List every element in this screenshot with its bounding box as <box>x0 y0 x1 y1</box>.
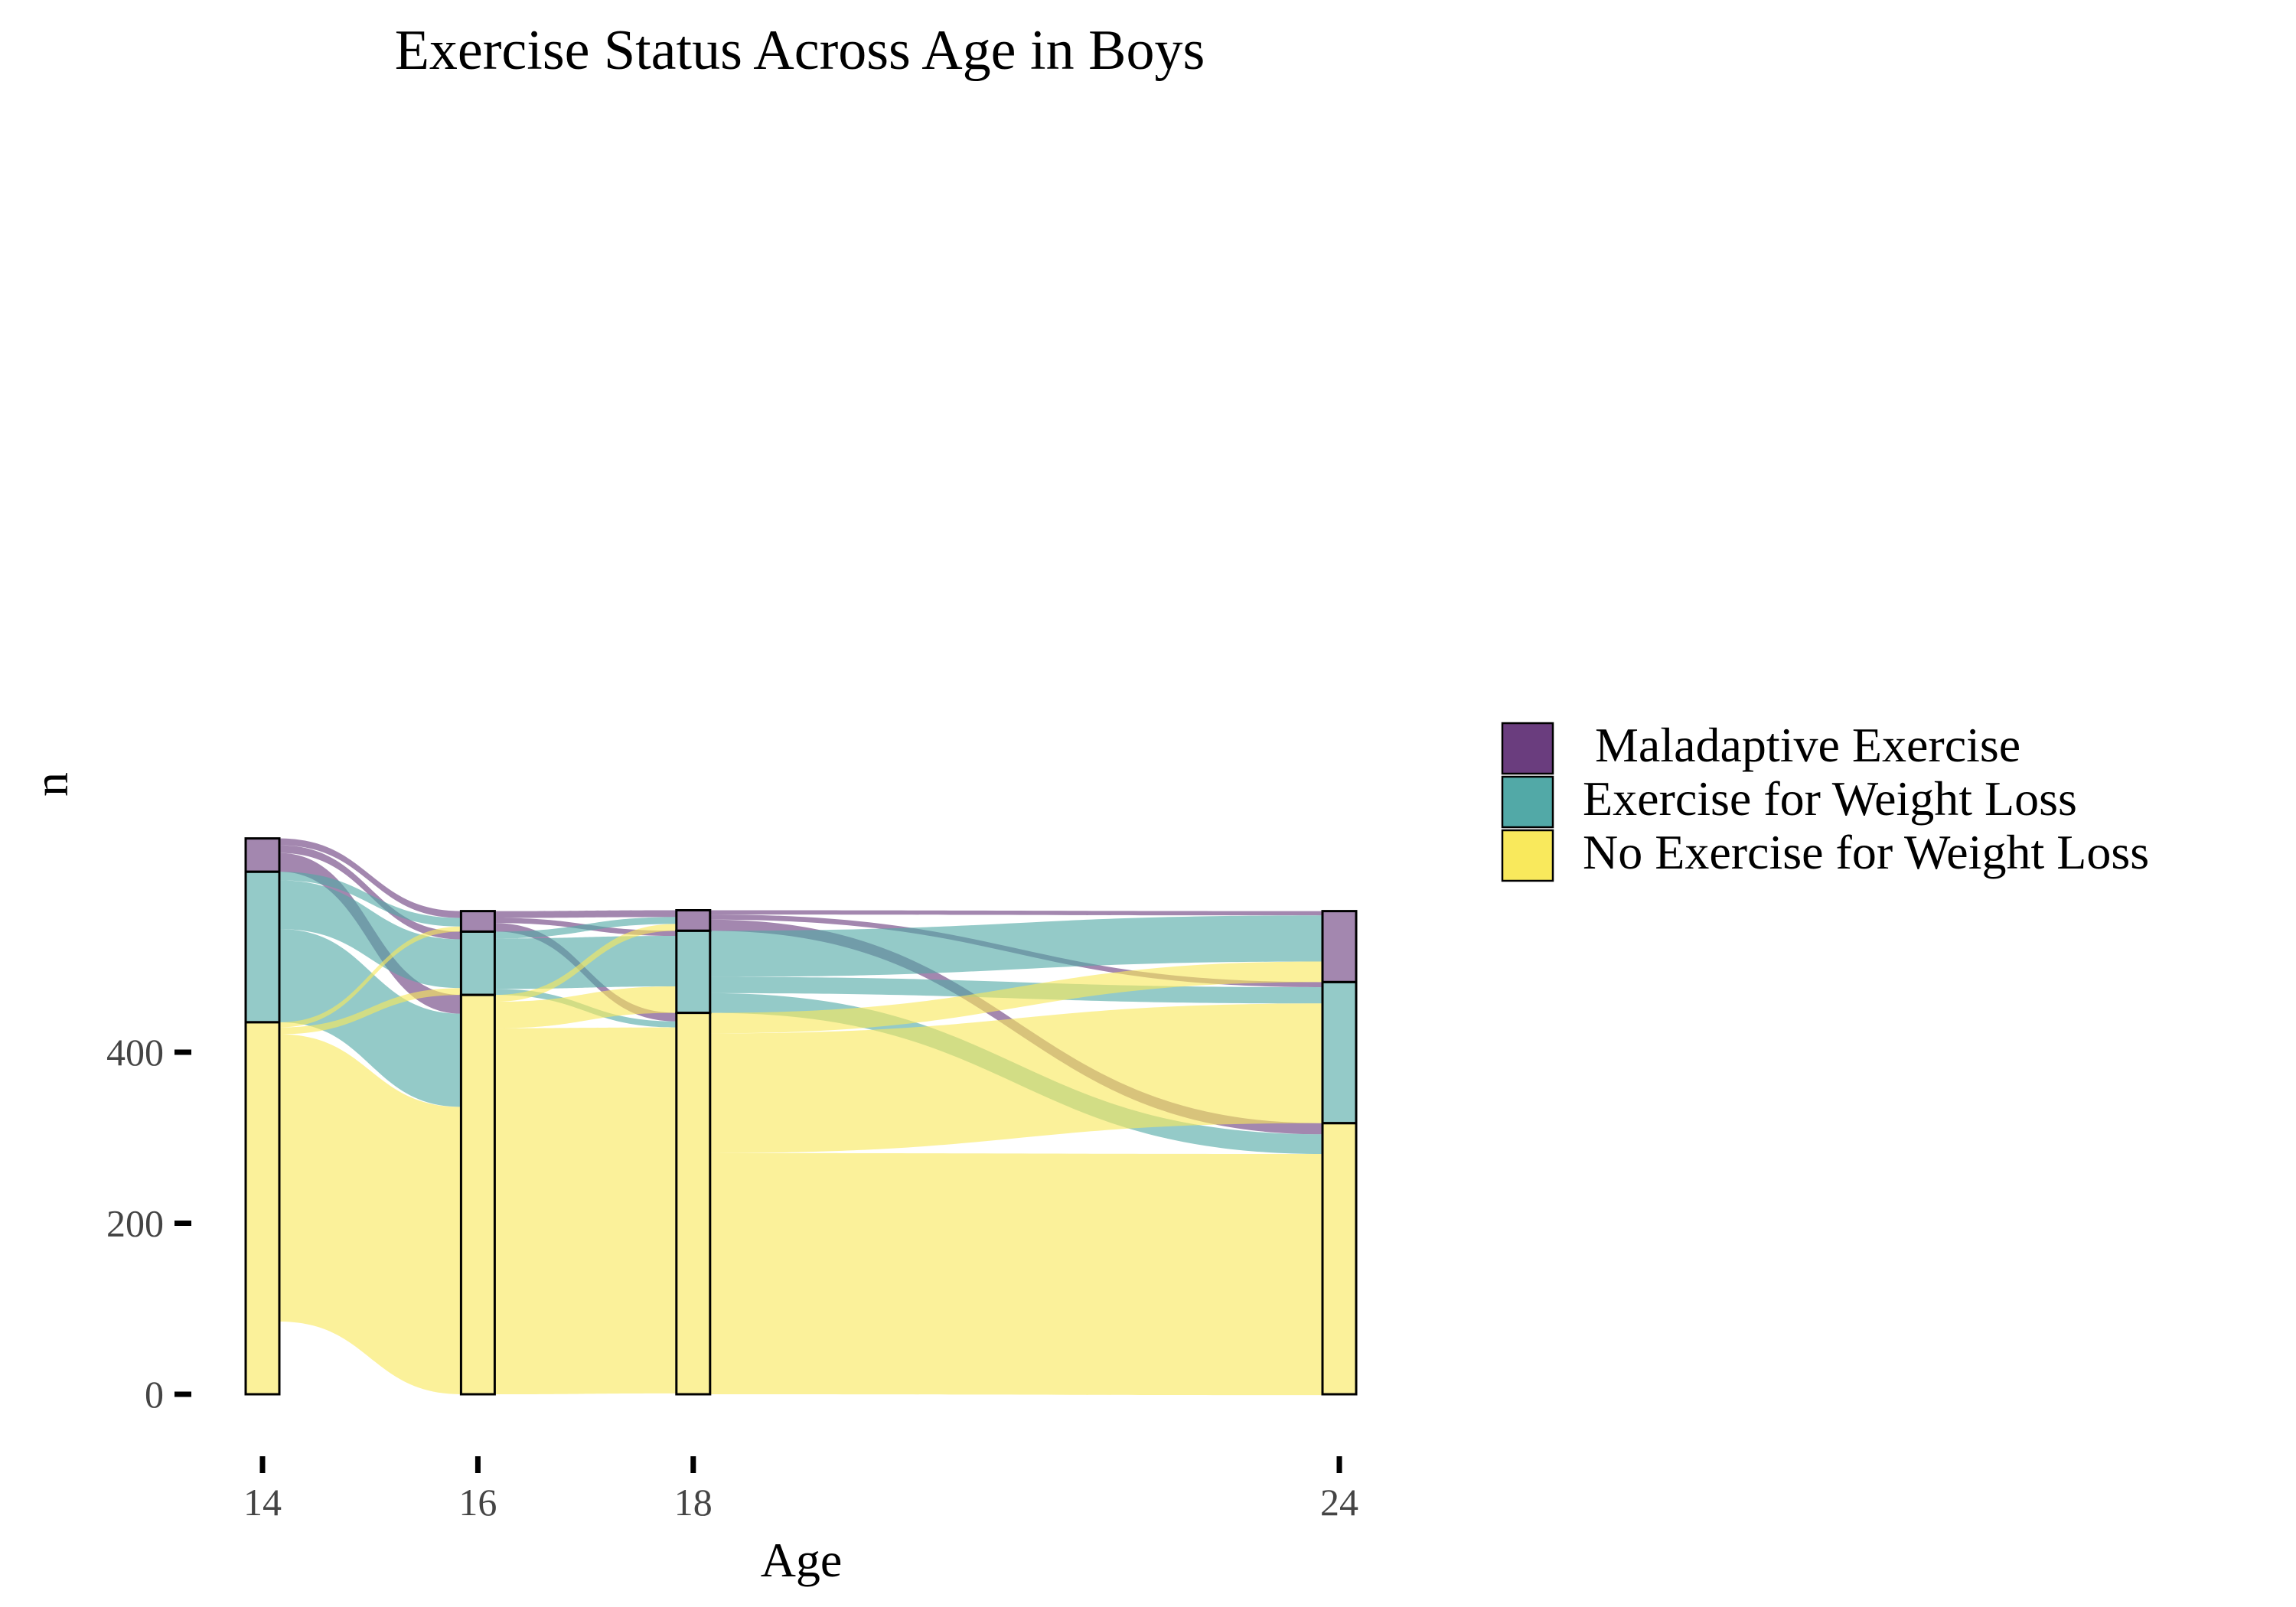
flow-18-24-from-1-to-0 <box>709 915 1322 977</box>
y-tick-label-0: 0 <box>145 1373 164 1416</box>
flow-16-18-from-2-to-2 <box>494 1027 677 1394</box>
x-axis: 14 16 18 24 <box>243 1456 1358 1524</box>
y-tick-label-200: 200 <box>106 1202 164 1245</box>
stratum-16-1 <box>459 930 496 996</box>
flow-16-18-from-0-to-0 <box>494 910 677 918</box>
legend-swatch-1 <box>1501 775 1554 829</box>
flow-14-16-from-2-to-1 <box>279 988 461 1035</box>
flow-14-16-from-0-to-0 <box>279 838 461 918</box>
flow-16-18-from-1-to-0 <box>494 917 677 939</box>
flow-18-24-from-2-to-0 <box>709 961 1322 1034</box>
flow-14-16-from-2-to-0 <box>279 926 461 1028</box>
x-tick-label-24: 24 <box>1320 1481 1358 1524</box>
y-tick-label-400: 400 <box>106 1031 164 1074</box>
flow-18-24-from-2-to-1 <box>709 1003 1322 1153</box>
y-axis-label: n <box>24 772 78 797</box>
flow-14-16-from-0-to-1 <box>279 845 461 940</box>
flow-14-16-from-1-to-1 <box>279 880 461 989</box>
flow-14-16-from-1-to-0 <box>279 872 461 927</box>
flow-18-24-from-2-to-2 <box>709 1152 1322 1396</box>
flow-14-16-from-2-to-2 <box>279 1034 461 1394</box>
x-tick-label-16: 16 <box>458 1481 497 1524</box>
legend-label-0: Maladaptive Exercise <box>1583 718 2020 772</box>
y-axis: 0 200 400 <box>106 1031 191 1416</box>
stratum-24-0 <box>1321 910 1358 983</box>
legend-swatch-0 <box>1501 722 1554 775</box>
chart-title: Exercise Status Across Age in Boys <box>395 19 1205 82</box>
x-tick-label-18: 18 <box>674 1481 713 1524</box>
stratum-18-0 <box>675 908 712 932</box>
stratum-14-0 <box>244 837 281 873</box>
stratum-14-1 <box>244 870 281 1024</box>
legend-label-2: No Exercise for Weight Loss <box>1583 825 2149 879</box>
x-axis-label: Age <box>761 1533 843 1587</box>
flow-16-18-from-2-to-1 <box>494 986 677 1028</box>
flow-16-18-from-2-to-0 <box>494 924 677 1002</box>
stratum-24-2 <box>1321 1122 1358 1396</box>
strata-bars <box>244 837 1358 1396</box>
stratum-16-0 <box>459 910 496 933</box>
stratum-18-2 <box>675 1012 712 1396</box>
flow-18-24-from-0-to-0 <box>709 910 1322 916</box>
legend-label-1: Exercise for Weight Loss <box>1583 771 2077 826</box>
legend-swatch-2 <box>1501 829 1554 882</box>
flow-14-16-from-1-to-2 <box>279 929 461 1107</box>
stratum-16-2 <box>459 993 496 1396</box>
stratum-24-1 <box>1321 980 1358 1125</box>
stratum-14-2 <box>244 1021 281 1396</box>
flow-bands <box>279 838 1322 1396</box>
x-tick-label-14: 14 <box>243 1481 282 1524</box>
stratum-18-1 <box>675 929 712 1015</box>
